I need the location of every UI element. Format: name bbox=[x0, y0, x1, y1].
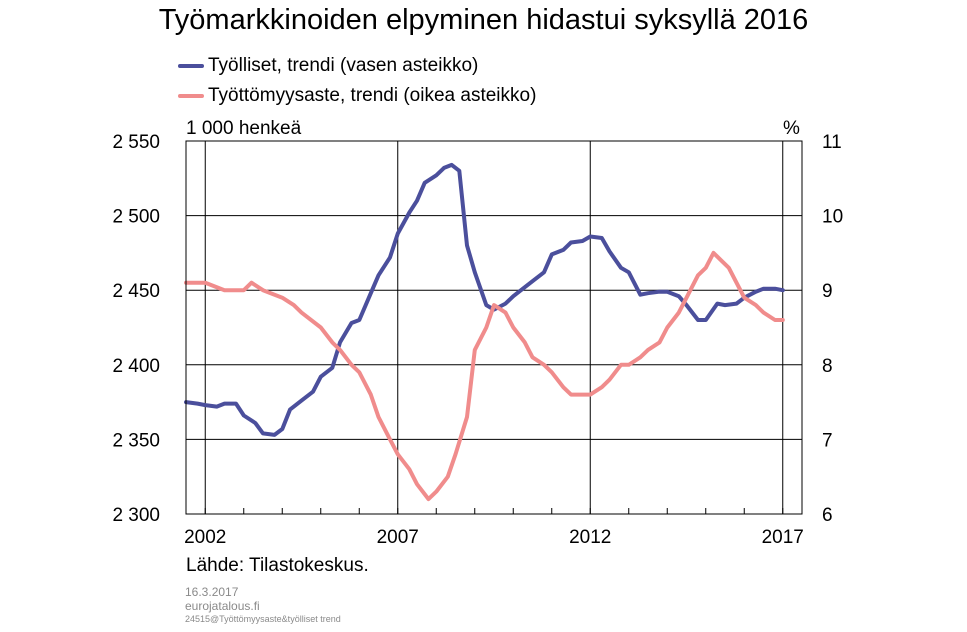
axis-ticks bbox=[204, 508, 784, 514]
footer-site: eurojatalous.fi bbox=[185, 599, 260, 613]
series-lines bbox=[184, 162, 785, 502]
y-right-tick-label: 6 bbox=[822, 505, 833, 526]
y-left-tick-label: 2 450 bbox=[112, 281, 160, 302]
plot-frame bbox=[185, 140, 803, 515]
footer-date: 16.3.2017 bbox=[185, 585, 239, 599]
legend-swatch-employed bbox=[178, 64, 204, 68]
x-tick-label: 2007 bbox=[377, 527, 419, 548]
y-right-tick-label: 11 bbox=[822, 132, 842, 153]
legend-item-unemployment: Työttömyysaste, trendi (oikea asteikko) bbox=[178, 84, 536, 108]
y-right-tick-label: 10 bbox=[822, 207, 843, 228]
series-line-unemployment bbox=[184, 250, 785, 502]
x-tick-label: 2002 bbox=[184, 527, 226, 548]
grid-lines bbox=[186, 141, 802, 514]
y-right-tick-label: 7 bbox=[822, 430, 833, 451]
legend-label-unemployment: Työttömyysaste, trendi (oikea asteikko) bbox=[208, 85, 537, 106]
legend-swatch-unemployment bbox=[178, 94, 204, 98]
footer-code: 24515@Työttömyysaste&työlliset trend bbox=[185, 614, 341, 624]
y-left-tick-label: 2 400 bbox=[112, 356, 160, 377]
chart-title: Työmarkkinoiden elpyminen hidastui syksy… bbox=[158, 4, 809, 36]
x-tick-label: 2012 bbox=[569, 527, 611, 548]
tick-labels: 2 300 6 2 350 7 2 400 8 2 450 9 2 500 10 2 550 11 20… bbox=[112, 132, 843, 548]
y-left-tick-label: 2 300 bbox=[112, 505, 160, 526]
y-right-tick-label: 8 bbox=[822, 356, 833, 377]
y-left-tick-label: 2 350 bbox=[112, 430, 160, 451]
y-left-tick-label: 2 500 bbox=[112, 207, 160, 228]
y-left-tick-label: 2 550 bbox=[112, 132, 160, 153]
y-right-tick-label: 9 bbox=[822, 281, 833, 302]
right-axis-unit: % bbox=[783, 118, 800, 139]
legend-item-employed: Työlliset, trendi (vasen asteikko) bbox=[178, 54, 478, 78]
legend-label-employed: Työlliset, trendi (vasen asteikko) bbox=[208, 55, 479, 76]
left-axis-unit: 1 000 henkeä bbox=[186, 118, 302, 139]
series-line-employed bbox=[184, 162, 785, 437]
x-tick-label: 2017 bbox=[762, 527, 804, 548]
source-note: Lähde: Tilastokeskus. bbox=[186, 555, 369, 576]
